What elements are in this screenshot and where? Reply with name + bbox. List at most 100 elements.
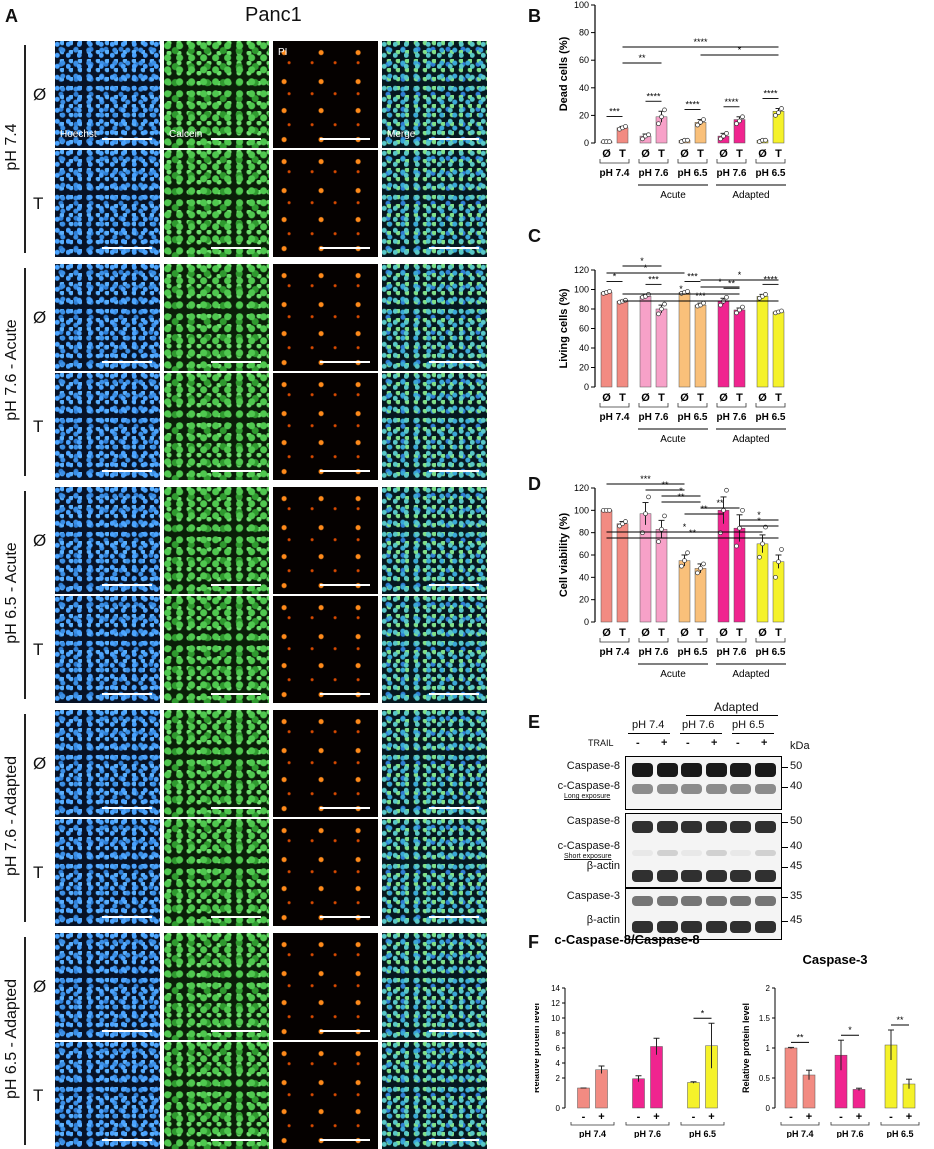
- trail-sign: +: [661, 737, 668, 749]
- data-point: [701, 117, 706, 122]
- blot-band: [705, 896, 727, 906]
- x-tick-label: Ø: [758, 627, 767, 639]
- c-caspase8-ratio-chart: c-Caspase-8/Caspase-8 0 2 4 6 8 10 12 14 Relative…: [535, 932, 725, 1138]
- data-point: [721, 507, 726, 513]
- group-bracket: [716, 638, 747, 643]
- micrograph-mer: [382, 710, 487, 817]
- blot-exposure-label: Long exposure: [564, 793, 611, 800]
- scale-bar: [429, 1139, 479, 1141]
- data-point: [679, 563, 684, 569]
- significance-label: **: [661, 480, 669, 490]
- group-label: pH 7.6: [634, 1129, 661, 1138]
- treatment-label: T: [33, 193, 44, 213]
- scale-bar: [320, 361, 370, 363]
- x-tick-label: Ø: [758, 148, 767, 160]
- significance-label: **: [700, 504, 708, 514]
- data-point: [662, 107, 667, 113]
- scale-bar: [102, 916, 152, 918]
- y-tick-label: 14: [551, 984, 560, 993]
- scale-bar: [429, 1030, 479, 1032]
- scale-bar: [429, 138, 479, 140]
- significance-label: ***: [648, 274, 659, 284]
- blot-group-line: [732, 733, 774, 734]
- data-point: [659, 526, 664, 532]
- blot-row-label: β-actin: [586, 914, 620, 926]
- group-bracket: [24, 714, 26, 922]
- y-tick-label: 0: [584, 382, 589, 392]
- trail-sign: +: [711, 737, 718, 749]
- bar: [733, 527, 746, 623]
- micrograph-mer: [382, 933, 487, 1040]
- scale-bar: [102, 1030, 152, 1032]
- scale-bar: [211, 584, 261, 586]
- blot-band: [632, 870, 653, 882]
- bar: [772, 311, 785, 388]
- scale-bar: [320, 247, 370, 249]
- data-point: [740, 304, 745, 310]
- group-label: pH 6.5: [755, 412, 785, 423]
- data-point: [773, 113, 778, 118]
- x-tick-label: T: [658, 627, 665, 639]
- blot-band: [754, 921, 776, 933]
- data-point: [607, 289, 612, 294]
- blot-band: [632, 763, 653, 777]
- blot-band: [632, 921, 653, 933]
- group-bracket: [755, 403, 786, 408]
- scale-bar: [102, 807, 152, 809]
- micrograph-mer: [382, 1042, 487, 1149]
- data-point: [779, 308, 784, 314]
- x-tick-label: T: [697, 392, 704, 404]
- group-bracket: [24, 45, 26, 253]
- y-tick-label: 40: [579, 572, 589, 582]
- scale-bar: [320, 470, 370, 472]
- data-point: [656, 539, 661, 544]
- trail-sign: +: [761, 737, 768, 749]
- data-point: [685, 550, 690, 556]
- y-tick-label: 120: [574, 483, 589, 493]
- significance-label: ***: [609, 106, 620, 116]
- blot-band: [705, 763, 727, 777]
- data-point: [776, 110, 781, 115]
- x-tick-label: Ø: [641, 392, 650, 404]
- micrograph-nuc: [55, 373, 160, 480]
- data-point: [734, 121, 739, 127]
- micrograph-mer: [382, 150, 487, 257]
- data-point: [734, 310, 739, 316]
- group-label: pH 7.6: [638, 168, 668, 179]
- significance-label: *: [757, 516, 761, 526]
- blot-band: [656, 870, 678, 882]
- group-bracket: [638, 638, 669, 643]
- group-label: pH 7.6: [638, 412, 668, 423]
- micrograph-pi: [273, 933, 378, 1040]
- x-tick-label: -: [839, 1111, 843, 1123]
- bar: [639, 296, 652, 388]
- micrograph-pi: [273, 264, 378, 371]
- blot-group-label: pH 6.5: [732, 719, 765, 731]
- y-axis-label: Relative protein level: [535, 1003, 541, 1093]
- group-bracket: [830, 1122, 870, 1126]
- treatment-label: Ø: [33, 307, 47, 327]
- adapted-line: [686, 715, 778, 716]
- scale-bar: [102, 470, 152, 472]
- group-bracket: [24, 491, 26, 699]
- y-tick-label: 20: [579, 110, 589, 120]
- micrograph-cal: [164, 264, 269, 371]
- y-tick-label: 10: [551, 1014, 560, 1023]
- group-label: pH 7.6: [836, 1129, 863, 1138]
- bar: [632, 1078, 645, 1109]
- group-bracket: [680, 1122, 725, 1126]
- group-bracket: [599, 403, 630, 408]
- kda-tick: [782, 897, 788, 898]
- y-tick-label: 1.5: [759, 1014, 771, 1023]
- y-tick-label: 40: [579, 83, 589, 93]
- x-tick-label: Ø: [641, 148, 650, 160]
- scale-bar: [211, 138, 261, 140]
- scale-bar: [320, 584, 370, 586]
- x-tick-label: Ø: [602, 148, 611, 160]
- group-bracket: [24, 268, 26, 476]
- scale-bar: [211, 361, 261, 363]
- blot-group-label: pH 7.6: [682, 719, 715, 731]
- micrograph-cal: [164, 150, 269, 257]
